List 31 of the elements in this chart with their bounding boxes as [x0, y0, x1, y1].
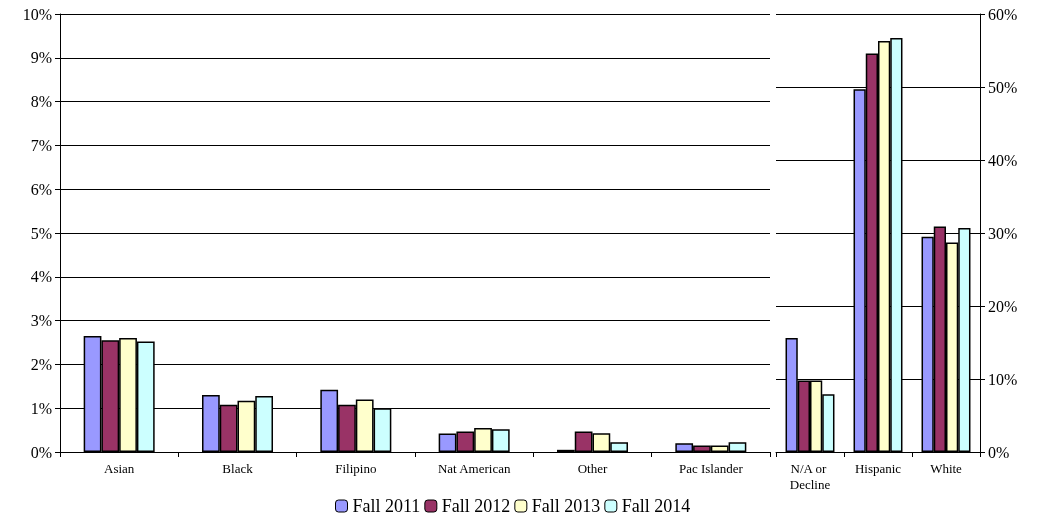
y2-tick-label: 10% [988, 370, 1018, 388]
y-tick-label: 5% [30, 224, 52, 242]
y2-tick-label: 40% [988, 151, 1018, 169]
legend-label: Fall 2011 [352, 496, 421, 516]
x-tick-label: Pac Islander [678, 460, 744, 476]
y-tick-label: 10% [22, 5, 52, 23]
y-tick-label: 6% [30, 180, 52, 198]
y2-tick-label: 50% [988, 78, 1018, 96]
x-tick-label: White [930, 460, 963, 476]
x-tick-label: Filipino [335, 460, 377, 476]
y-tick-label: 7% [30, 136, 52, 154]
y-tick-label: 0% [30, 443, 52, 461]
y2-tick-label: 20% [988, 297, 1018, 315]
x-tick-label: Other [577, 460, 608, 476]
y-tick-label: 3% [30, 312, 52, 330]
x-tick-label: Black [222, 460, 254, 476]
legend-label: Fall 2012 [441, 496, 511, 516]
legend-label: Fall 2014 [621, 496, 691, 516]
legend-label: Fall 2013 [531, 496, 601, 516]
y-tick-label: 4% [30, 268, 52, 286]
y-tick-label: 8% [30, 93, 52, 111]
y2-tick-label: 0% [988, 443, 1010, 461]
x-tick-label: Asian [103, 460, 135, 476]
y2-tick-label: 30% [988, 224, 1018, 242]
x-tick-label: N/A or Decline [789, 460, 831, 492]
x-tick-label: Nat American [437, 460, 511, 476]
y2-tick-label: 60% [988, 5, 1018, 23]
y-tick-label: 1% [30, 399, 52, 417]
y-tick-label: 2% [30, 355, 52, 373]
x-tick-label: Hispanic [854, 460, 902, 476]
y-tick-label: 9% [30, 49, 52, 67]
